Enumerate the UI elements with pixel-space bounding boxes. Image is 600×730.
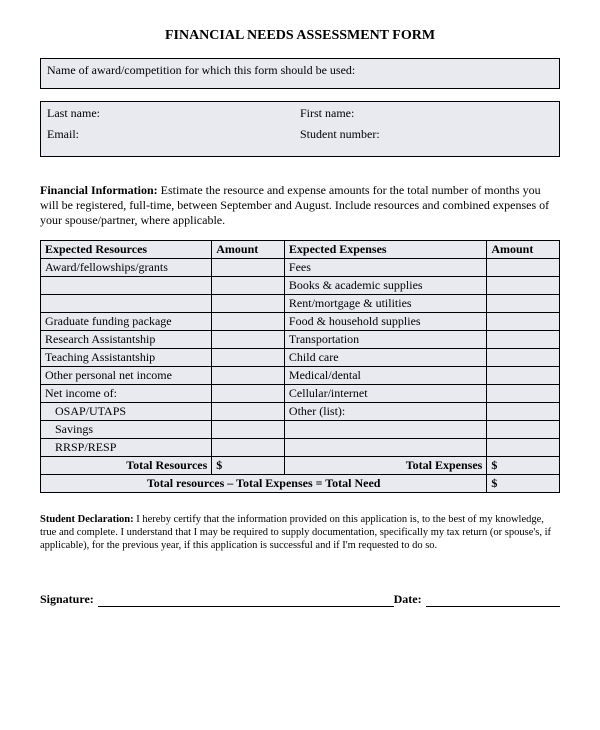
total-need-label: Total resources – Total Expenses = Total…: [41, 475, 487, 493]
table-row: Savings: [41, 421, 560, 439]
total-expenses-label: Total Expenses: [284, 457, 486, 475]
total-resources-amount[interactable]: $: [212, 457, 285, 475]
table-row: OSAP/UTAPS Other (list):: [41, 403, 560, 421]
financial-table: Expected Resources Amount Expected Expen…: [40, 240, 560, 493]
signature-row: Signature: Date:: [40, 592, 560, 607]
table-row: Teaching Assistantship Child care: [41, 349, 560, 367]
resource-cell: OSAP/UTAPS: [41, 403, 212, 421]
expense-cell: Cellular/internet: [284, 385, 486, 403]
resource-cell: Award/fellowships/grants: [41, 259, 212, 277]
resource-cell: [41, 295, 212, 313]
resource-cell: Graduate funding package: [41, 313, 212, 331]
expense-cell: Rent/mortgage & utilities: [284, 295, 486, 313]
award-label: Name of award/competition for which this…: [47, 63, 553, 78]
total-need-row: Total resources – Total Expenses = Total…: [41, 475, 560, 493]
student-declaration: Student Declaration: I hereby certify th…: [40, 513, 560, 552]
expense-amount-cell[interactable]: [487, 331, 560, 349]
resource-cell: Savings: [41, 421, 212, 439]
expense-amount-cell[interactable]: [487, 367, 560, 385]
expense-amount-cell[interactable]: [487, 421, 560, 439]
date-line[interactable]: [426, 595, 560, 607]
table-row: Other personal net income Medical/dental: [41, 367, 560, 385]
resource-amount-cell[interactable]: [212, 385, 285, 403]
student-number-label: Student number:: [300, 127, 553, 142]
expense-amount-cell[interactable]: [487, 439, 560, 457]
total-resources-label: Total Resources: [41, 457, 212, 475]
expense-amount-cell[interactable]: [487, 349, 560, 367]
last-name-label: Last name:: [47, 106, 300, 121]
expense-amount-cell[interactable]: [487, 313, 560, 331]
signature-label: Signature:: [40, 592, 94, 607]
expense-amount-cell[interactable]: [487, 295, 560, 313]
financial-intro: Financial Information: Estimate the reso…: [40, 183, 560, 228]
identity-box: Last name: First name: Email: Student nu…: [40, 101, 560, 157]
date-label: Date:: [394, 592, 422, 607]
expense-cell: Other (list):: [284, 403, 486, 421]
expense-amount-cell[interactable]: [487, 259, 560, 277]
award-box: Name of award/competition for which this…: [40, 58, 560, 89]
header-amount1: Amount: [212, 241, 285, 259]
resource-amount-cell[interactable]: [212, 439, 285, 457]
resource-amount-cell[interactable]: [212, 277, 285, 295]
resource-amount-cell[interactable]: [212, 421, 285, 439]
resource-amount-cell[interactable]: [212, 313, 285, 331]
resource-amount-cell[interactable]: [212, 403, 285, 421]
table-row: Award/fellowships/grants Fees: [41, 259, 560, 277]
expense-cell: Food & household supplies: [284, 313, 486, 331]
table-row: Books & academic supplies: [41, 277, 560, 295]
resource-amount-cell[interactable]: [212, 349, 285, 367]
email-label: Email:: [47, 127, 300, 142]
resource-cell: Research Assistantship: [41, 331, 212, 349]
signature-line[interactable]: [98, 595, 394, 607]
financial-intro-heading: Financial Information:: [40, 183, 158, 197]
resource-amount-cell[interactable]: [212, 259, 285, 277]
resource-cell: [41, 277, 212, 295]
expense-cell: Medical/dental: [284, 367, 486, 385]
expense-cell: Child care: [284, 349, 486, 367]
resource-cell: Teaching Assistantship: [41, 349, 212, 367]
form-title: FINANCIAL NEEDS ASSESSMENT FORM: [40, 28, 560, 44]
first-name-label: First name:: [300, 106, 553, 121]
table-row: Rent/mortgage & utilities: [41, 295, 560, 313]
table-row: Net income of: Cellular/internet: [41, 385, 560, 403]
header-resources: Expected Resources: [41, 241, 212, 259]
expense-amount-cell[interactable]: [487, 277, 560, 295]
resource-cell: RRSP/RESP: [41, 439, 212, 457]
resource-cell: Other personal net income: [41, 367, 212, 385]
total-need-amount[interactable]: $: [487, 475, 560, 493]
table-row: RRSP/RESP: [41, 439, 560, 457]
table-row: Graduate funding package Food & household…: [41, 313, 560, 331]
table-header-row: Expected Resources Amount Expected Expen…: [41, 241, 560, 259]
expense-cell: Fees: [284, 259, 486, 277]
expense-cell: [284, 421, 486, 439]
header-expenses: Expected Expenses: [284, 241, 486, 259]
expense-cell: [284, 439, 486, 457]
header-amount2: Amount: [487, 241, 560, 259]
expense-amount-cell[interactable]: [487, 403, 560, 421]
expense-cell: Transportation: [284, 331, 486, 349]
resource-amount-cell[interactable]: [212, 295, 285, 313]
expense-cell: Books & academic supplies: [284, 277, 486, 295]
resource-amount-cell[interactable]: [212, 331, 285, 349]
totals-row: Total Resources $ Total Expenses $: [41, 457, 560, 475]
resource-amount-cell[interactable]: [212, 367, 285, 385]
resource-cell: Net income of:: [41, 385, 212, 403]
declaration-heading: Student Declaration:: [40, 514, 134, 525]
table-row: Research Assistantship Transportation: [41, 331, 560, 349]
expense-amount-cell[interactable]: [487, 385, 560, 403]
total-expenses-amount[interactable]: $: [487, 457, 560, 475]
